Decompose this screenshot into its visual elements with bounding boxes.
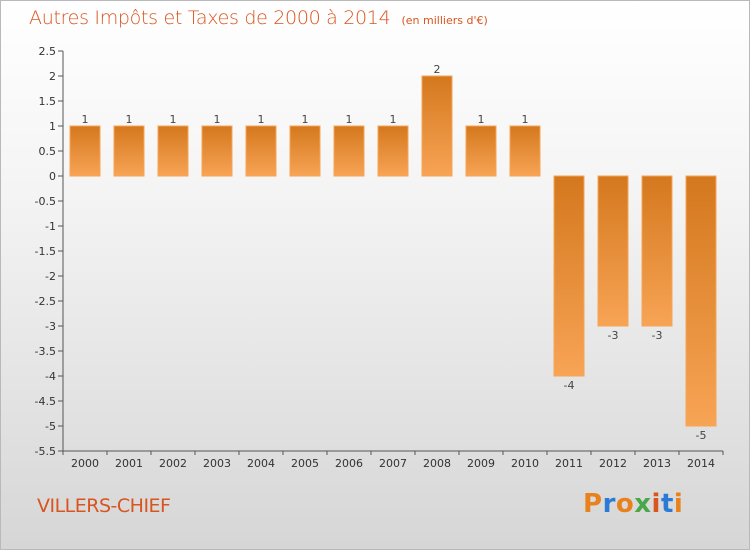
bar xyxy=(333,125,365,177)
bar-value-label: 1 xyxy=(170,113,177,126)
bar xyxy=(685,175,717,427)
y-tick-label: -5 xyxy=(45,420,56,433)
bar-value-label: -4 xyxy=(564,379,575,392)
chart-unit-label: (en milliers d'€) xyxy=(401,14,488,27)
x-tick-label: 2014 xyxy=(687,457,715,470)
y-tick-label: -1.5 xyxy=(35,245,56,258)
x-tick-label: 2003 xyxy=(203,457,231,470)
label-layer: 1 1 1 1 1 1 1 1 2 1 1 -4 -3 -3 -5 xyxy=(82,63,707,442)
y-tick-label: -2.5 xyxy=(35,295,56,308)
bar xyxy=(377,125,409,177)
brand-letter: r xyxy=(602,489,616,519)
bar-value-label: 1 xyxy=(214,113,221,126)
bar-value-label: 1 xyxy=(478,113,485,126)
bar-value-label: 2 xyxy=(434,63,441,76)
commune-name: VILLERS-CHIEF xyxy=(37,495,171,517)
x-tick-label: 2011 xyxy=(555,457,583,470)
y-tick-label: 1.5 xyxy=(39,95,57,108)
x-tick-label: 2007 xyxy=(379,457,407,470)
bar-layer xyxy=(69,75,717,427)
x-tick-label: 2009 xyxy=(467,457,495,470)
y-tick-label: -5.5 xyxy=(35,445,56,458)
bar xyxy=(245,125,277,177)
brand-letter: t xyxy=(660,489,674,519)
y-tick-label: -3 xyxy=(45,320,56,333)
chart-title: Autres Impôts et Taxes de 2000 à 2014 xyxy=(29,7,391,29)
brand-letter: i xyxy=(651,489,661,519)
y-tick-label: 2.5 xyxy=(39,45,57,58)
bar xyxy=(421,75,453,177)
chart-title-block: Autres Impôts et Taxes de 2000 à 2014 (e… xyxy=(29,7,488,29)
bar xyxy=(641,175,673,327)
brand-letter: x xyxy=(634,489,652,519)
bar xyxy=(553,175,585,377)
bar-value-label: 1 xyxy=(258,113,265,126)
x-tick-label: 2005 xyxy=(291,457,319,470)
x-tick-label: 2013 xyxy=(643,457,671,470)
brand-letter: o xyxy=(615,489,635,519)
y-tick-label: -0.5 xyxy=(35,195,56,208)
y-tick-label: 0 xyxy=(49,170,56,183)
bar xyxy=(201,125,233,177)
bar xyxy=(509,125,541,177)
y-tick-label: -4.5 xyxy=(35,395,56,408)
y-tick-label: -2 xyxy=(45,270,56,283)
bar xyxy=(69,125,101,177)
y-tick-label: 0.5 xyxy=(39,145,57,158)
y-tick-label: -1 xyxy=(45,220,56,233)
x-tick-label: 2004 xyxy=(247,457,275,470)
x-tick-label: 2012 xyxy=(599,457,627,470)
bar xyxy=(597,175,629,327)
bar-value-label: 1 xyxy=(390,113,397,126)
brand-letter: i xyxy=(673,489,684,519)
x-tick-label: 2000 xyxy=(71,457,99,470)
bar xyxy=(465,125,497,177)
y-tick-label: 2 xyxy=(49,70,56,83)
x-tick-label: 2001 xyxy=(115,457,143,470)
bar xyxy=(113,125,145,177)
bar-value-label: -5 xyxy=(696,429,707,442)
bar-value-label: -3 xyxy=(608,329,619,342)
brand-letter: P xyxy=(583,489,603,519)
bar-value-label: 1 xyxy=(346,113,353,126)
x-tick-label: 2006 xyxy=(335,457,363,470)
bar-value-label: -3 xyxy=(652,329,663,342)
x-tick-label: 2010 xyxy=(511,457,539,470)
bar-value-label: 1 xyxy=(82,113,89,126)
y-tick-label: 1 xyxy=(49,120,56,133)
x-tick-label: 2002 xyxy=(159,457,187,470)
bar-value-label: 1 xyxy=(126,113,133,126)
x-tick-label: 2008 xyxy=(423,457,451,470)
bar-value-label: 1 xyxy=(522,113,529,126)
y-tick-label: -3.5 xyxy=(35,345,56,358)
bar-value-label: 1 xyxy=(302,113,309,126)
y-tick-label: -4 xyxy=(45,370,56,383)
axis-layer: 2.5 2 1.5 1 0.5 0 -0.5 -1 -1.5 -2 -2.5 -3 -3.5 -4 -4.5… xyxy=(35,45,724,470)
bar xyxy=(289,125,321,177)
proxiti-logo[interactable]: Proxiti xyxy=(583,489,683,519)
bar xyxy=(157,125,189,177)
